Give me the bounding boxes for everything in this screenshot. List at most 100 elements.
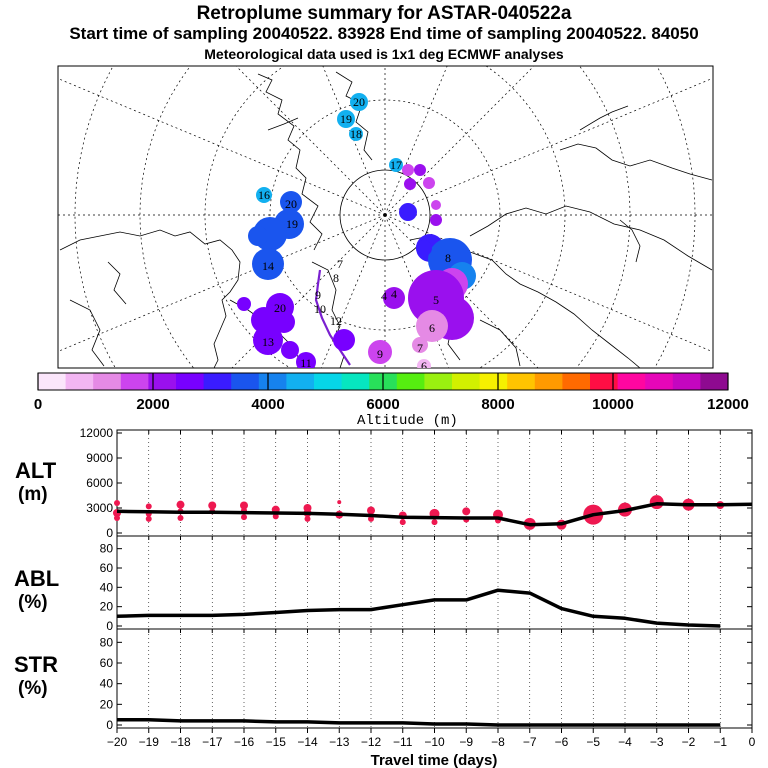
- x-tick-label: −3: [650, 735, 664, 749]
- colorbar-swatch: [700, 373, 729, 390]
- map-day-label: 7: [417, 341, 423, 355]
- retroplume-circle: [248, 226, 268, 246]
- map-day-label: 20: [274, 301, 286, 315]
- retroplume-circle: [273, 311, 295, 333]
- altitude-marker: [241, 514, 247, 521]
- retroplume-circle: [402, 164, 414, 176]
- retroplume-circle: [281, 341, 299, 359]
- alt-panel-label: ALT: [15, 458, 57, 483]
- sampling-time-line: Start time of sampling 20040522. 83928 E…: [69, 24, 699, 43]
- colorbar-swatch: [479, 373, 508, 390]
- map-day-label: 18: [350, 127, 362, 141]
- colorbar-swatch: [258, 373, 287, 390]
- x-tick-label: −13: [329, 735, 350, 749]
- map-day-label: 5: [433, 293, 439, 307]
- altitude-marker: [304, 515, 311, 522]
- retroplume-circle: [252, 248, 284, 280]
- x-tick-label: −16: [234, 735, 255, 749]
- y-tick-label: 40: [100, 677, 114, 691]
- x-tick-label: −20: [107, 735, 128, 749]
- colorbar-swatch: [590, 373, 619, 390]
- colorbar-swatch: [65, 373, 94, 390]
- colorbar-swatch: [148, 373, 177, 390]
- retroplume-circle: [256, 187, 272, 203]
- x-tick-label: 0: [749, 735, 756, 749]
- retroplume-circle: [368, 340, 392, 364]
- colorbar-swatch: [424, 373, 453, 390]
- colorbar-swatch: [314, 373, 343, 390]
- x-tick-label: −1: [713, 735, 727, 749]
- str-panel-unit: (%): [18, 678, 48, 699]
- colorbar-swatch: [396, 373, 425, 390]
- y-tick-label: 40: [100, 580, 114, 594]
- retroplume-circle: [389, 158, 403, 172]
- altitude-marker: [208, 501, 217, 510]
- x-tick-label: −11: [393, 735, 413, 749]
- altitude-marker: [240, 501, 248, 510]
- altitude-marker: [272, 513, 279, 520]
- retroplume-circle: [280, 191, 302, 213]
- x-tick-label: −15: [266, 735, 287, 749]
- retroplume-circle: [399, 203, 417, 221]
- colorbar-label: Altitude (m): [357, 413, 458, 429]
- abl-panel-label: ABL: [14, 566, 59, 591]
- map-day-label: 19: [286, 217, 298, 231]
- colorbar-swatch: [120, 373, 149, 390]
- colorbar-tick-label: 6000: [366, 396, 399, 413]
- retroplume-circle: [430, 214, 442, 226]
- map-day-label: 16: [258, 188, 270, 202]
- x-tick-label: −5: [586, 735, 600, 749]
- abl-panel-unit: (%): [18, 592, 48, 613]
- map-day-label: 20: [285, 197, 297, 211]
- retroplume-circle: [237, 297, 251, 311]
- retroplume-circle: [423, 177, 435, 189]
- altitude-marker: [145, 515, 152, 522]
- retroplume-circle: [404, 178, 416, 190]
- y-tick-label: 9000: [86, 451, 113, 465]
- map-day-label: 13: [262, 335, 274, 349]
- altitude-marker: [337, 500, 342, 505]
- colorbar-tick-label: 12000: [707, 396, 749, 413]
- y-tick-label: 20: [100, 697, 114, 711]
- x-tick-label: −14: [297, 735, 318, 749]
- y-tick-label: 6000: [86, 476, 113, 490]
- colorbar-tick-label: 8000: [481, 396, 514, 413]
- colorbar-swatch: [38, 373, 67, 390]
- colorbar-swatch: [645, 373, 674, 390]
- map-day-label: 8: [445, 251, 451, 265]
- retroplume-circle: [350, 93, 368, 111]
- str-panel-label: STR: [14, 652, 58, 677]
- x-tick-label: −6: [555, 735, 569, 749]
- retroplume-circle: [337, 110, 355, 128]
- map-day-label: 7: [337, 257, 343, 271]
- y-tick-label: 80: [100, 542, 114, 556]
- altitude-marker: [114, 515, 120, 521]
- map-day-label: 20: [353, 95, 365, 109]
- map-day-label: 4: [391, 287, 397, 301]
- map-day-label: 11: [300, 356, 312, 370]
- retroplume-circle: [296, 352, 316, 368]
- x-tick-label: −19: [139, 735, 160, 749]
- colorbar-swatch: [341, 373, 370, 390]
- x-tick-label: −18: [170, 735, 191, 749]
- retroplume-circle: [414, 164, 426, 176]
- colorbar-swatch: [286, 373, 315, 390]
- retroplume-circle: [416, 310, 448, 342]
- str-series-line: [117, 718, 721, 727]
- map-day-label: 9: [377, 347, 383, 361]
- retroplume-circle: [412, 337, 428, 353]
- colorbar-tick-label: 2000: [136, 396, 169, 413]
- x-tick-label: −4: [618, 735, 632, 749]
- altitude-marker: [177, 515, 184, 521]
- altitude-marker: [114, 500, 120, 506]
- retroplume-circle: [253, 325, 283, 355]
- map-day-label: 6: [421, 359, 427, 373]
- x-tick-label: −10: [424, 735, 445, 749]
- colorbar-tick-label: 4000: [251, 396, 284, 413]
- coastlines: [59, 71, 713, 368]
- retroplume-circle: [416, 240, 432, 256]
- altitude-marker: [367, 506, 375, 515]
- y-tick-label: 60: [100, 561, 114, 575]
- colorbar: 0 2000 4000 6000 8000 10000 12000 Altitude (m): [34, 372, 749, 429]
